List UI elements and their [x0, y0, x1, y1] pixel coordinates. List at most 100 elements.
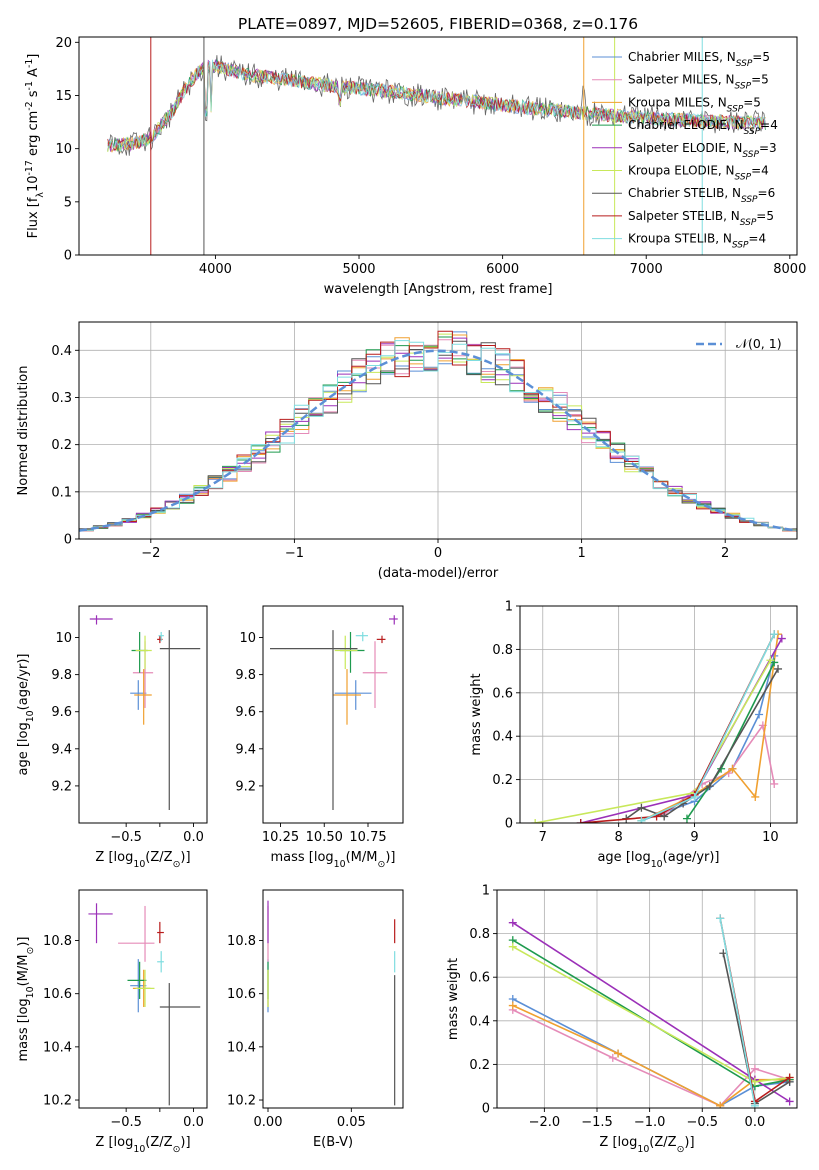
- x-tick-label: 1: [577, 546, 585, 561]
- y-tick-label: 15: [55, 89, 72, 104]
- plot-area: [107, 37, 766, 255]
- chart-mass-weight-vs-age: 7 8 9 10 0 0.2 0.4 0.6 0.8 1 age [log10(age/yr)] ma…: [469, 600, 798, 870]
- legend-label-2: Kroupa MILES, NSSP=5: [628, 95, 761, 114]
- y-tick-label: 0.6: [469, 971, 490, 986]
- weight-marker: [766, 656, 775, 665]
- x-tick-label: 0.00: [254, 1115, 283, 1130]
- legend-nssp: 6: [768, 186, 776, 200]
- axes-frame: [262, 605, 404, 824]
- chart-mass-weight-vs-Z: −2.0 −1.5 −1.0 −0.5 0.0 0 0.2 0.4 0.6 0.8 1 Z [log1…: [446, 884, 798, 1155]
- errorbar-point-3: [340, 631, 365, 673]
- legend-model-name: Salpeter ELODIE: [628, 141, 726, 155]
- errorbar-point-3: [127, 961, 147, 999]
- weight-marker: [750, 1101, 759, 1108]
- legend-nssp: 4: [770, 118, 778, 132]
- x-tick-label: 8: [615, 830, 623, 845]
- weight-marker: [576, 819, 585, 823]
- legend-model-name: Kroupa ELODIE: [628, 164, 718, 178]
- y-tick-label: 0.1: [51, 485, 72, 500]
- x-tick-label: −0.5: [686, 1115, 718, 1130]
- weight-line-2: [641, 634, 779, 822]
- legend-label-normal: 𝒩(0, 1): [736, 336, 782, 351]
- y-tick-label: 0.4: [492, 730, 513, 745]
- errorbar-point-4: [389, 615, 398, 625]
- y-tick-label: 9.6: [235, 705, 256, 720]
- axes-frame: [262, 889, 404, 1109]
- y-axis-label: mass [log10(M/M⊙)]: [16, 936, 36, 1061]
- legend-model-name: Kroupa STELIB: [628, 232, 715, 246]
- y-tick-label: 0: [64, 249, 72, 264]
- y-tick-label: 10.4: [43, 1040, 72, 1055]
- y-tick-label: 0.2: [492, 773, 513, 788]
- weight-marker: [728, 764, 737, 773]
- x-tick-label: 7: [539, 830, 547, 845]
- chart-residuals: 𝒩(0, 1) −2 −1 0 1 2 0 0.1 0.2 0.3 0.4 (data-model)/…: [16, 321, 798, 581]
- weight-marker: [682, 814, 691, 823]
- x-tick-label: 6000: [486, 262, 519, 277]
- errorbar-point-4: [89, 615, 113, 625]
- errorbar-point-4: [88, 903, 113, 944]
- x-tick-label: 0.0: [745, 1115, 766, 1130]
- x-tick-label: 0.0: [183, 1115, 204, 1130]
- y-tick-label: 5: [64, 195, 72, 210]
- axes-frame: [519, 605, 798, 824]
- legend-nssp: 5: [762, 50, 770, 64]
- y-tick-label: 10.2: [43, 1094, 72, 1109]
- plot-area: [89, 615, 201, 811]
- legend-model-name: Kroupa MILES: [628, 95, 710, 109]
- plot-area: [88, 903, 201, 1106]
- weight-marker: [508, 918, 517, 927]
- x-tick-label: −1.0: [634, 1115, 666, 1130]
- legend-nssp: 4: [758, 232, 766, 246]
- axes-frame: [78, 36, 798, 256]
- chart-mass-vs-EBV: 0.00 0.05 10.2 10.4 10.6 10.8 E(B-V): [227, 889, 404, 1150]
- x-axis-label: Z [log10(Z/Z⊙)]: [95, 1135, 190, 1155]
- errorbar-point-8: [355, 631, 368, 642]
- x-tick-label: −2: [141, 546, 160, 561]
- x-axis-label: E(B-V): [313, 1135, 353, 1150]
- y-tick-label: 0.4: [51, 344, 72, 359]
- weight-marker: [690, 792, 699, 801]
- x-axis-label: mass [log10(M/M⊙)]: [270, 850, 395, 870]
- y-tick-label: 0.2: [469, 1058, 490, 1073]
- y-tick-label: 10.2: [227, 1094, 256, 1109]
- x-tick-label: 0.0: [183, 830, 204, 845]
- weight-marker: [508, 942, 517, 951]
- x-axis-label: wavelength [Angstrom, rest frame]: [324, 282, 553, 297]
- chart-mass-vs-Z: −0.5 0.0 10.2 10.4 10.6 10.8 Z [log10(Z/Z⊙)] ma…: [16, 889, 208, 1155]
- weight-marker: [637, 803, 646, 812]
- x-tick-label: −1.5: [581, 1115, 613, 1130]
- legend-nssp: 3: [769, 141, 777, 155]
- weight-marker: [751, 792, 760, 801]
- x-tick-label: 10.25: [262, 830, 299, 845]
- plot-area: [508, 914, 794, 1108]
- legend-model-name: Chabrier STELIB: [628, 186, 724, 200]
- y-axis-label: age [log10(age/yr)]: [16, 653, 36, 775]
- weight-marker: [785, 1097, 794, 1106]
- errorbar-point-1: [118, 905, 155, 962]
- legend-model-name: Salpeter STELIB: [628, 209, 723, 223]
- y-axis-label: mass weight: [469, 673, 484, 755]
- y-tick-label: 0.4: [469, 1014, 490, 1029]
- errorbar-point-6: [270, 630, 358, 811]
- errorbar-point-5: [135, 969, 155, 1007]
- errorbar-point-7: [376, 635, 386, 644]
- chart-age-vs-mass: 10.25 10.50 10.75 9.2 9.4 9.6 9.8 10 mass [log10…: [235, 605, 404, 870]
- y-tick-label: 10.8: [227, 934, 256, 949]
- weight-line-3: [686, 662, 775, 820]
- legend-nssp: 5: [766, 209, 774, 223]
- legend-label-8: Kroupa STELIB, NSSP=4: [628, 232, 766, 251]
- axes-frame: [78, 889, 208, 1109]
- y-tick-label: 10.6: [227, 987, 256, 1002]
- legend-label-7: Salpeter STELIB, NSSP=5: [628, 209, 774, 228]
- plot-area: [267, 900, 396, 1106]
- y-tick-label: 20: [55, 36, 72, 51]
- plot-area: [79, 330, 797, 532]
- x-tick-label: 10.50: [306, 830, 343, 845]
- x-tick-label: 10.75: [349, 830, 386, 845]
- legend-nssp: 5: [753, 95, 761, 109]
- weight-marker: [614, 1049, 623, 1058]
- weight-line-7: [580, 633, 775, 823]
- axes-frame: [496, 889, 798, 1109]
- x-tick-label: 0: [434, 546, 442, 561]
